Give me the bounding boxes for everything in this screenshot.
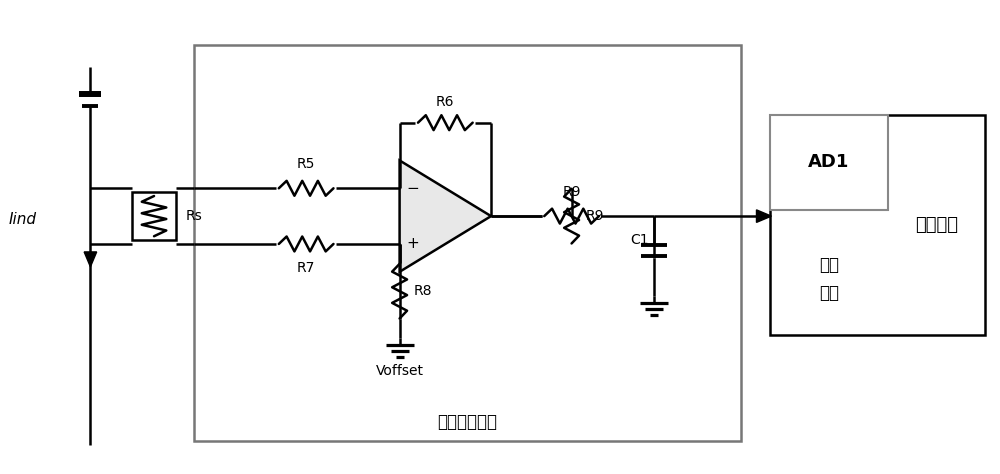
Bar	[770, 115, 888, 210]
Text: AD1: AD1	[808, 154, 850, 172]
Polygon shape	[400, 161, 491, 272]
Text: R9: R9	[562, 185, 581, 199]
Text: C1: C1	[630, 233, 649, 247]
Text: R8: R8	[414, 284, 432, 298]
Text: R5: R5	[297, 157, 315, 172]
Text: Voffset: Voffset	[376, 364, 424, 378]
Text: 电流: 电流	[819, 256, 839, 274]
Text: 控制芯片: 控制芯片	[915, 216, 958, 234]
Text: 检测: 检测	[819, 283, 839, 301]
Text: Iind: Iind	[9, 211, 37, 227]
Polygon shape	[84, 252, 97, 267]
Text: 信号调理电路: 信号调理电路	[437, 413, 497, 431]
Text: Rs: Rs	[186, 209, 203, 223]
Bar	[770, 115, 985, 336]
Bar	[194, 45, 741, 441]
Text: −: −	[407, 181, 419, 196]
Bar	[132, 192, 176, 240]
Text: +: +	[407, 237, 419, 252]
Text: R6: R6	[436, 95, 455, 109]
Text: R9: R9	[585, 209, 604, 223]
Polygon shape	[756, 210, 771, 222]
Text: R7: R7	[297, 261, 315, 275]
